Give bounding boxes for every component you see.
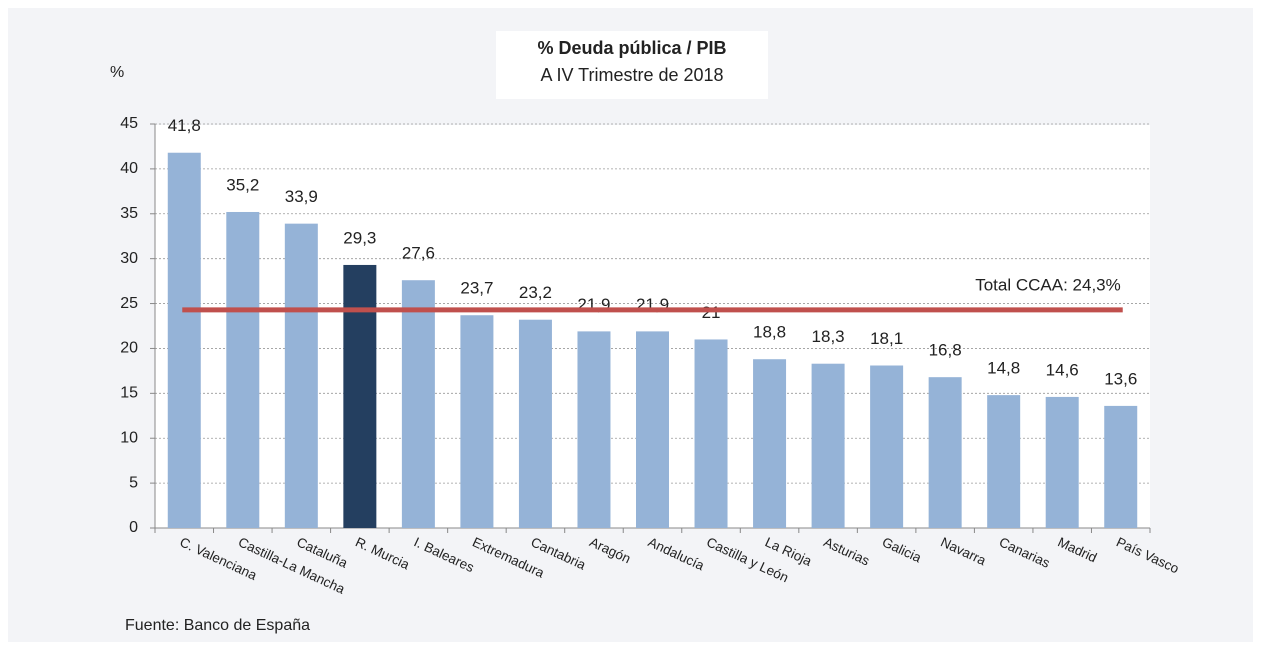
data-label: 18,1: [870, 329, 903, 348]
bar: [870, 365, 904, 528]
bar: [167, 152, 201, 528]
y-tick-label: 40: [120, 160, 138, 177]
bar: [284, 223, 318, 529]
bar: [518, 319, 552, 528]
data-label: 27,6: [402, 244, 435, 263]
y-tick-label: 35: [120, 205, 138, 222]
bar: [811, 363, 845, 528]
bar: [343, 264, 377, 528]
data-label: 18,3: [812, 327, 845, 346]
data-label: 18,8: [753, 323, 786, 342]
bar: [1045, 396, 1079, 528]
bar: [928, 377, 962, 528]
data-label: 23,2: [519, 283, 552, 302]
bar: [460, 315, 494, 528]
data-label: 14,8: [987, 359, 1020, 378]
y-tick-label: 0: [129, 519, 138, 536]
y-axis-label: %: [110, 64, 124, 81]
bar: [226, 211, 260, 528]
bar: [694, 339, 728, 528]
title-box: [496, 31, 768, 99]
bar: [401, 280, 435, 528]
data-label: 13,6: [1104, 369, 1137, 388]
source: Fuente: Banco de España: [125, 617, 310, 634]
reference-label: Total CCAA: 24,3%: [975, 275, 1121, 294]
data-label: 35,2: [226, 175, 259, 194]
y-tick-label: 30: [120, 250, 138, 267]
bar: [577, 331, 611, 528]
data-label: 33,9: [285, 187, 318, 206]
bar: [753, 359, 787, 528]
data-label: 41,8: [168, 116, 201, 135]
chart-subtitle: A IV Trimestre de 2018: [540, 65, 723, 85]
bar: [1104, 405, 1138, 528]
bar: [636, 331, 669, 528]
bar: [987, 395, 1021, 528]
chart-title: % Deuda pública / PIB: [537, 38, 726, 58]
y-tick-label: 45: [120, 115, 138, 132]
y-tick-label: 10: [120, 429, 138, 446]
y-tick-label: 5: [129, 474, 138, 491]
data-label: 29,3: [343, 228, 376, 247]
data-label: 16,8: [929, 341, 962, 360]
data-label: 23,7: [460, 279, 493, 298]
y-tick-label: 15: [120, 385, 138, 402]
y-tick-label: 25: [120, 295, 138, 312]
data-label: 21: [702, 303, 721, 322]
y-tick-label: 20: [120, 340, 138, 357]
data-label: 14,6: [1046, 360, 1079, 379]
